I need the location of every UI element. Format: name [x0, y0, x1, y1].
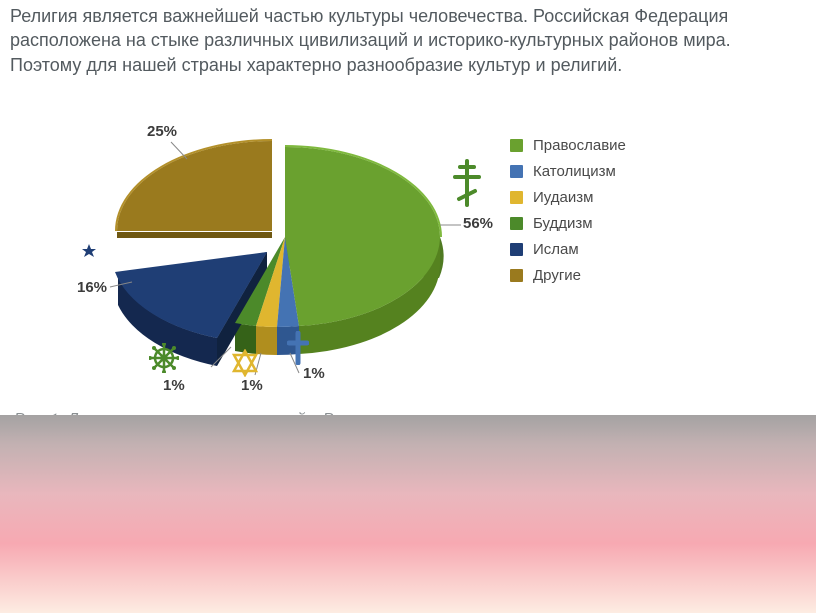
pct-label-buddhism: 1% — [163, 377, 185, 394]
star-crescent-icon — [59, 229, 99, 269]
legend-label: Буддизм — [533, 215, 593, 232]
orthodox-cross-icon — [453, 159, 481, 207]
pct-label-judaism: 1% — [241, 377, 263, 394]
legend-swatch — [510, 269, 523, 282]
legend-label: Католицизм — [533, 163, 616, 180]
legend-item-catholic: Католицизм — [510, 163, 626, 180]
pct-label-others: 25% — [147, 123, 177, 140]
legend-item-buddhism: Буддизм — [510, 215, 626, 232]
legend-swatch — [510, 191, 523, 204]
dharma-wheel-icon — [149, 343, 179, 373]
legend-item-orthodoxy: Православие — [510, 137, 626, 154]
pie-svg — [55, 87, 485, 397]
legend: Православие Католицизм Иудаизм Буддизм И… — [510, 137, 626, 293]
gradient-background — [0, 415, 816, 613]
legend-swatch — [510, 165, 523, 178]
legend-item-others: Другие — [510, 267, 626, 284]
legend-label: Ислам — [533, 241, 579, 258]
pct-label-catholic: 1% — [303, 365, 325, 382]
pct-label-orthodoxy: 56% — [463, 215, 493, 232]
legend-swatch — [510, 217, 523, 230]
pie-chart: 56% 25% 16% 1% 1% 1% — [10, 87, 806, 407]
intro-paragraph: Религия является важнейшей частью культу… — [10, 4, 806, 87]
latin-cross-icon — [287, 331, 309, 365]
legend-item-islam: Ислам — [510, 241, 626, 258]
legend-swatch — [510, 139, 523, 152]
legend-item-judaism: Иудаизм — [510, 189, 626, 206]
star-of-david-icon — [231, 349, 259, 377]
legend-swatch — [510, 243, 523, 256]
pct-label-islam: 16% — [77, 279, 107, 296]
legend-label: Православие — [533, 137, 626, 154]
legend-label: Иудаизм — [533, 189, 593, 206]
legend-label: Другие — [533, 267, 581, 284]
